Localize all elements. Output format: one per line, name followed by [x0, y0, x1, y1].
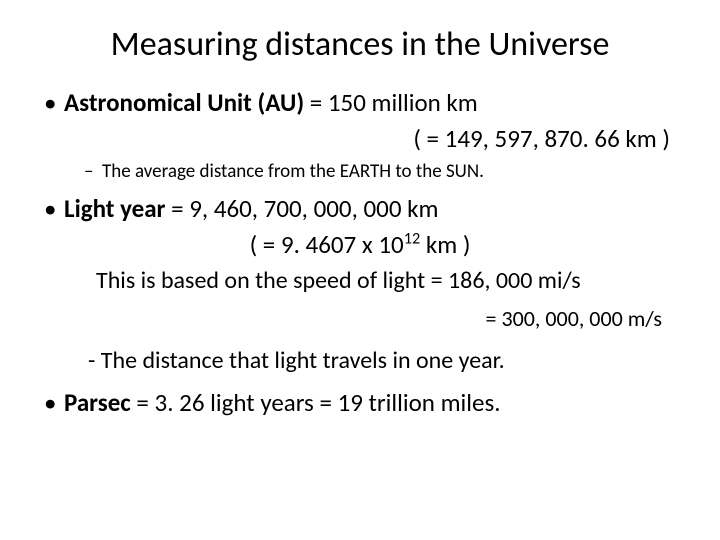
- bullet-pc: Parsec = 3. 26 light years = 19 trillion…: [40, 387, 680, 419]
- page-title: Measuring distances in the Universe: [40, 24, 680, 65]
- ly-exact-exp: 12: [404, 230, 420, 249]
- au-value: = 150 million km: [304, 87, 478, 118]
- ly-exact-pre: ( = 9. 4607 x 10: [250, 229, 404, 260]
- pc-value: = 3. 26 light years = 19 trillion miles.: [131, 387, 501, 418]
- au-label: Astronomical Unit (AU): [64, 87, 304, 118]
- ly-note: - The distance that light travels in one…: [40, 346, 680, 375]
- bullet-ly: Light year = 9, 460, 700, 000, 000 km: [40, 193, 680, 225]
- bullet-au: Astronomical Unit (AU) = 150 million km: [40, 87, 680, 119]
- ly-basis: This is based on the speed of light = 18…: [40, 266, 680, 295]
- ly-label: Light year: [64, 193, 165, 224]
- bullet-list: Astronomical Unit (AU) = 150 million km …: [40, 87, 680, 419]
- ly-value: = 9, 460, 700, 000, 000 km: [165, 193, 438, 224]
- ly-exact-post: km ): [420, 229, 470, 260]
- au-exact: ( = 149, 597, 870. 66 km ): [40, 123, 680, 154]
- ly-exact: ( = 9. 4607 x 1012 km ): [40, 229, 680, 260]
- ly-basis2: = 300, 000, 000 m/s: [40, 305, 680, 332]
- au-note: The average distance from the EARTH to t…: [40, 160, 680, 183]
- pc-label: Parsec: [64, 387, 131, 418]
